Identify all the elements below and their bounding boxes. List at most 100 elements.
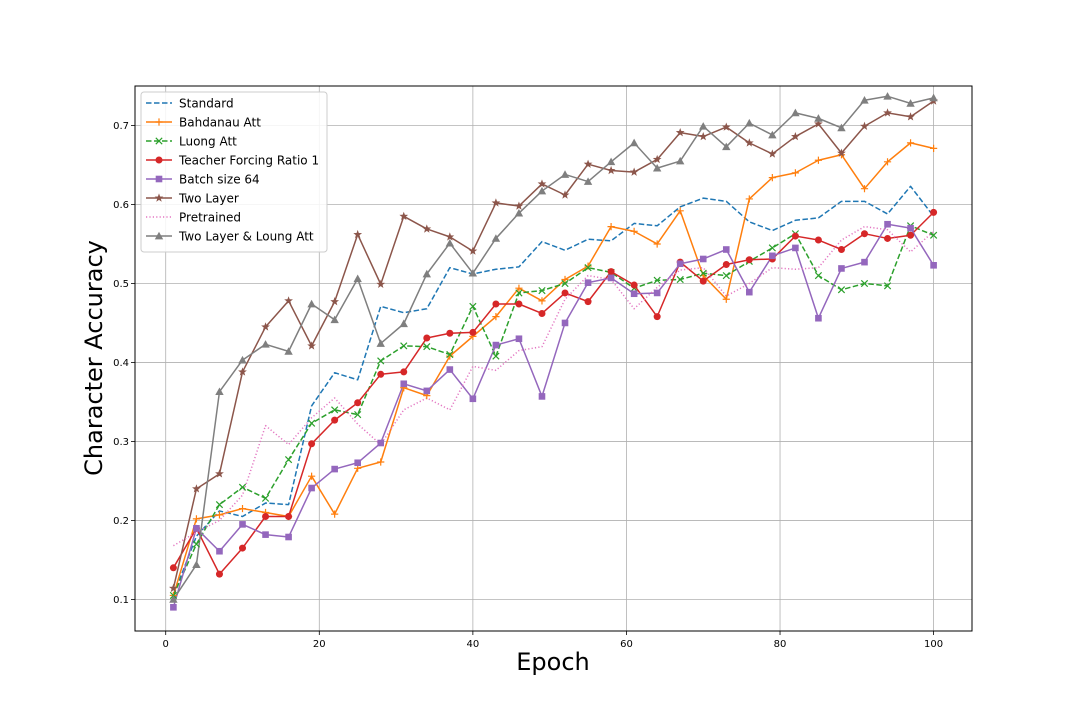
data-point [538,297,546,305]
data-point [515,300,523,308]
data-point [215,500,224,509]
legend-label: Two Layer & Loung Att [178,229,314,243]
data-point [860,185,869,193]
x-tick-label: 60 [620,639,633,650]
data-point [285,533,292,541]
y-tick-label: 0.1 [113,595,129,606]
legend-label: Two Layer [178,191,239,205]
series-markers [169,92,938,611]
legend-box [140,91,328,253]
data-point [399,319,408,328]
data-point [860,230,868,238]
data-point [606,165,616,175]
data-point [169,564,177,572]
data-point [469,302,477,310]
data-point [837,286,846,294]
data-point [491,198,501,207]
data-point [607,222,615,231]
data-point [837,148,846,157]
legend-label: Luong Att [179,134,237,148]
data-point [515,335,523,343]
data-point [860,121,869,130]
data-point [215,469,224,478]
data-point [169,583,178,593]
data-point [331,406,339,414]
x-tick-label: 40 [467,639,480,650]
data-point [331,465,338,473]
series-line-teacher-forcing-ratio-1 [172,211,935,575]
x-tick-label: 80 [774,639,787,650]
data-point [261,340,270,348]
data-point [745,256,753,264]
data-point [376,279,386,288]
data-point [930,208,938,216]
data-point [515,289,523,297]
y-tick-label: 0.3 [113,437,129,448]
data-point [469,328,477,336]
data-point [722,295,730,303]
data-point [560,170,570,178]
data-point [583,159,593,168]
legend-item: Standard [146,96,234,110]
data-point [308,472,316,480]
series-line-standard [172,185,935,596]
data-point [377,458,385,466]
legend-item: Bahdanau Att [146,115,261,129]
data-point [767,149,777,158]
data-point [837,246,845,253]
data-point [514,201,524,210]
data-point [768,244,776,252]
data-point [446,329,454,337]
data-point [331,510,339,518]
series-line-batch-size-64 [172,223,935,608]
data-point [353,274,362,283]
data-point [698,131,708,141]
legend-marker [154,193,164,202]
data-point [446,350,454,359]
data-point [492,300,500,308]
data-point [561,289,569,297]
data-point [377,439,385,447]
data-point [376,339,385,347]
data-point [215,511,224,519]
data-point [721,122,731,131]
x-tick-label: 20 [313,639,326,650]
data-point [307,341,316,350]
legend-label: Batch size 64 [179,172,260,186]
data-point [883,158,892,166]
data-point [239,544,247,552]
legend-label: Teacher Forcing Ratio 1 [178,153,319,167]
data-point [584,279,592,286]
data-point [307,299,316,308]
series-points-two-layer-loung-att [169,92,938,603]
data-point [630,227,638,235]
data-point [423,343,431,351]
data-point [699,277,707,285]
data-point [629,138,639,147]
data-point [629,167,639,176]
data-point [929,231,938,239]
data-point [400,368,408,376]
data-point [492,352,500,360]
series-line-two-layer-loung-att [172,95,934,600]
data-point [284,455,293,464]
data-point [884,220,891,228]
data-point [238,367,247,376]
data-point [331,416,339,424]
data-point [883,108,892,117]
data-point [907,224,914,232]
data-point [907,231,915,239]
data-point [883,92,892,100]
data-point [699,122,708,130]
data-point [537,186,547,195]
data-point [238,355,247,364]
data-point [330,315,339,324]
data-point [399,211,409,221]
data-point [423,334,431,342]
x-axis-title: Epoch [516,648,590,676]
data-point [561,275,569,284]
data-point [170,604,177,611]
data-point [238,483,247,491]
data-point [537,179,547,188]
